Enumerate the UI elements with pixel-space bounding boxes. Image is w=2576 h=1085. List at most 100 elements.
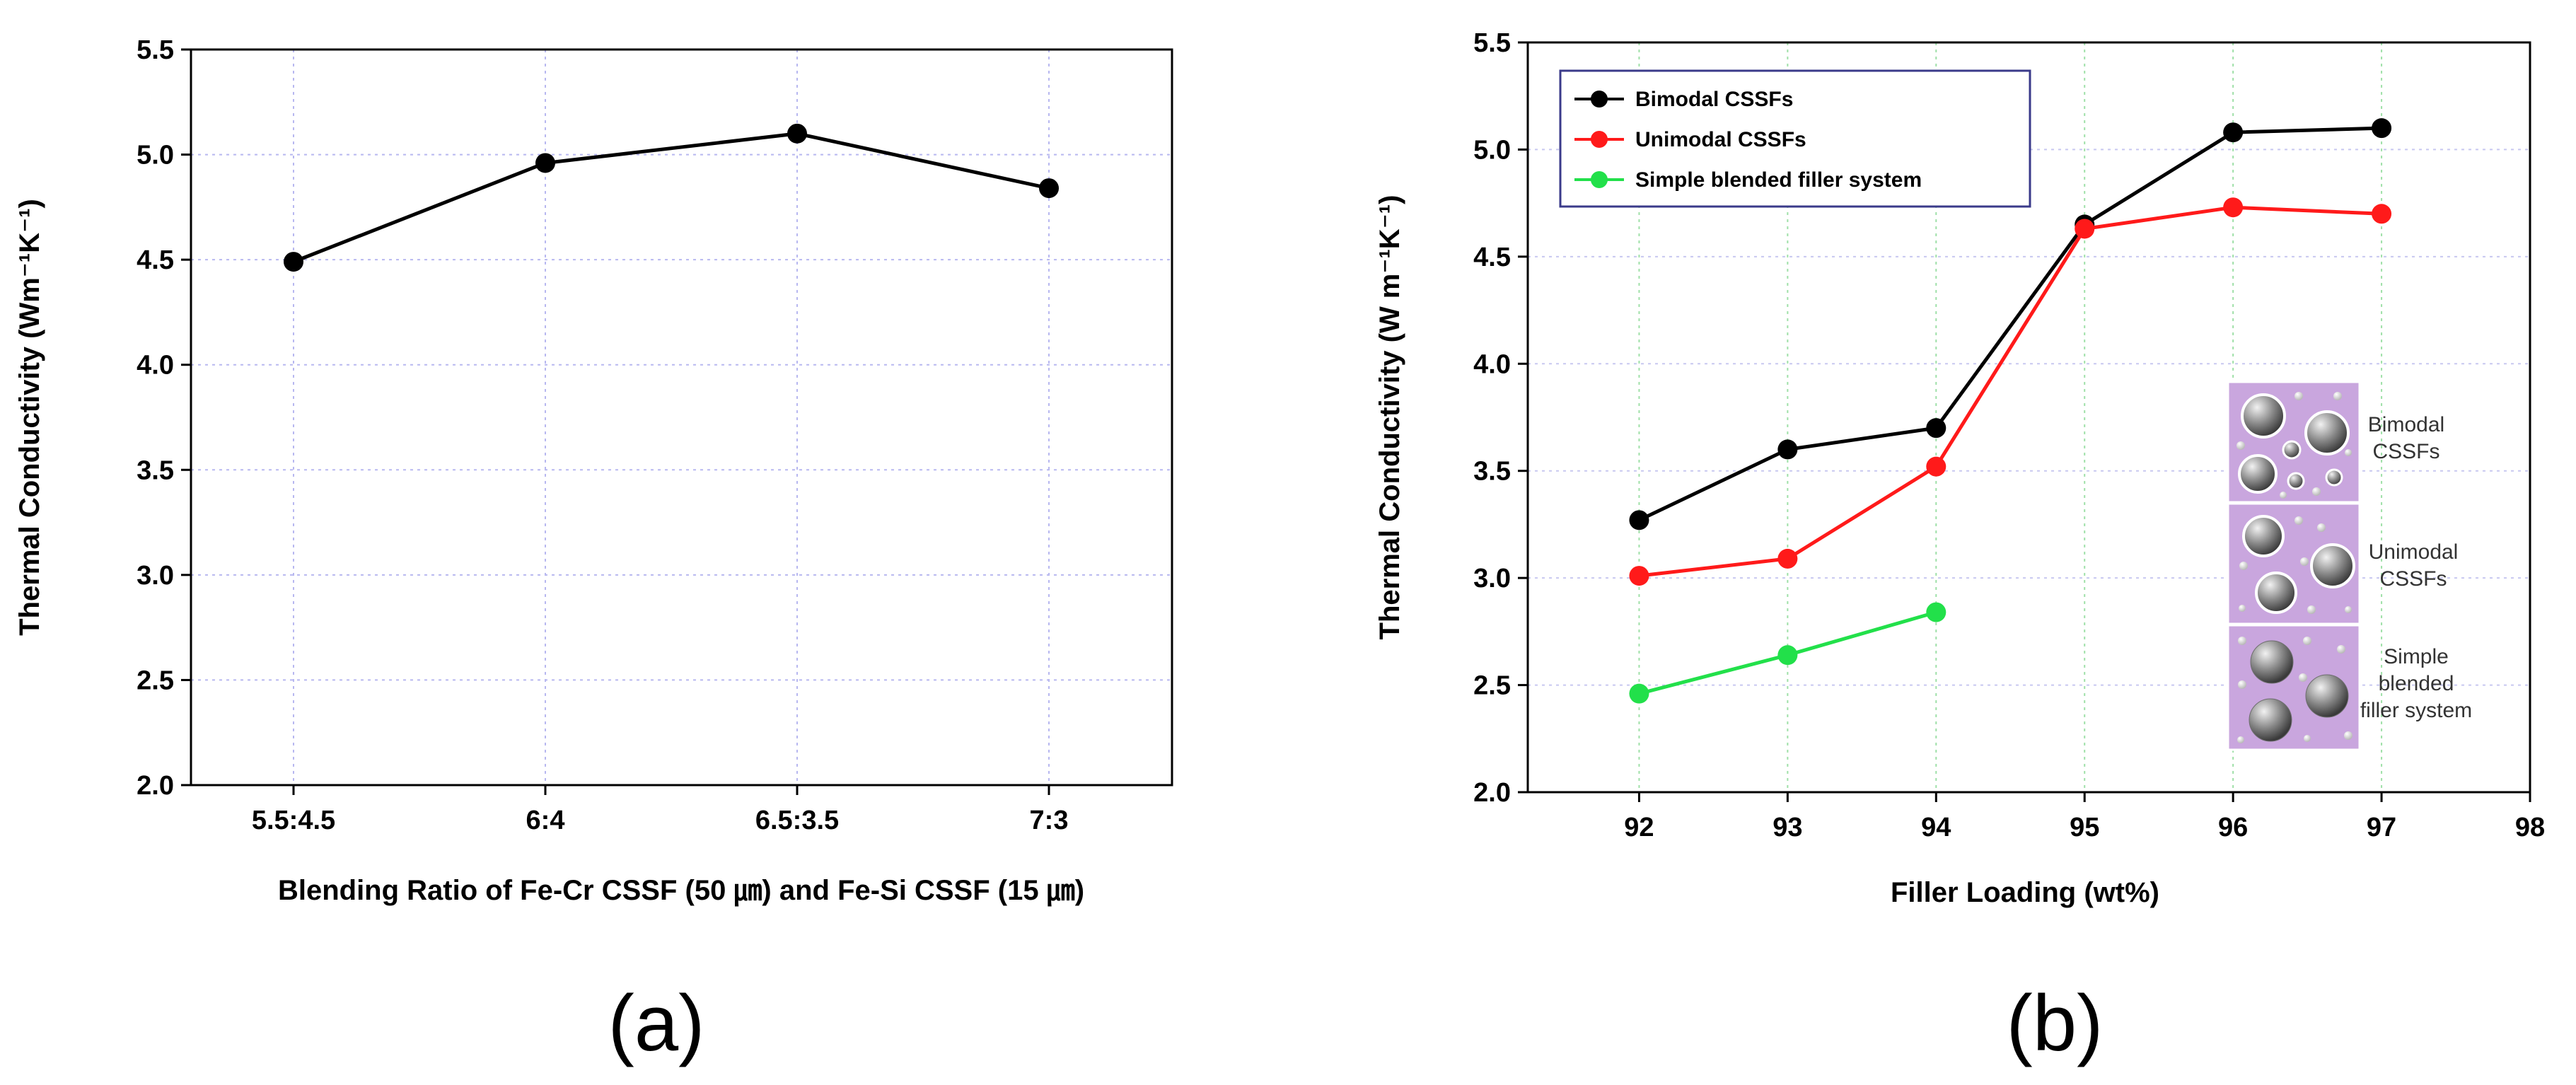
legend-label-unimodal: Unimodal CSSFs xyxy=(1635,128,1806,151)
b-y-tick-label: 5.5 xyxy=(1473,28,1511,58)
small-particle xyxy=(2280,492,2287,499)
small-particle xyxy=(2239,562,2248,570)
large-particle xyxy=(2238,454,2278,494)
series-group-a xyxy=(284,123,1059,272)
small-particle xyxy=(2294,392,2303,400)
small-particle xyxy=(2345,606,2352,613)
legend-marker-unimodal xyxy=(1591,131,1608,148)
b-y-tick-label: 2.0 xyxy=(1473,778,1511,808)
legend-marker-simple-blended xyxy=(1591,171,1608,188)
small-particle xyxy=(2236,441,2245,450)
small-particle xyxy=(2345,449,2352,456)
legend-item-bimodal: Bimodal CSSFs xyxy=(1574,88,1793,111)
large-particle xyxy=(2310,543,2355,588)
small-particle xyxy=(2333,392,2342,400)
filler-schematic-inset: Bimodal CSSFs Unimodal CSSFs xyxy=(2227,381,2472,751)
legend-label-bimodal: Bimodal CSSFs xyxy=(1635,88,1793,111)
inset-label-simple-line1: Simple xyxy=(2384,645,2449,668)
y-axis-label-b: Thermal Conductivity (W m⁻¹K⁻¹) xyxy=(1374,195,1405,640)
b-x-tick-label: 95 xyxy=(2070,813,2099,842)
grid-a xyxy=(191,50,1172,785)
b-data-point-unimodal-cssfs xyxy=(1926,456,1946,477)
b-data-point-unimodal-cssfs xyxy=(1777,548,1798,569)
a-y-tick-label: 5.0 xyxy=(137,141,174,170)
b-x-tick-label: 94 xyxy=(1921,813,1951,842)
a-y-tick-label: 2.5 xyxy=(137,666,174,695)
small-particle xyxy=(2312,487,2321,496)
b-y-tick-label: 3.0 xyxy=(1473,564,1511,593)
b-y-tick-label: 4.5 xyxy=(1473,243,1511,272)
large-particle xyxy=(2241,393,2286,439)
a-data-point-thermal-conductivity xyxy=(787,123,807,144)
inset-label-simple-line3: filler system xyxy=(2360,699,2472,722)
chart-panel-b: 2.0 2.5 3.0 3.5 4.0 4.5 5.0 5.5 92 93 94 95 96 97 98 T… xyxy=(1374,28,2545,1067)
legend-label-simple-blended: Simple blended filler system xyxy=(1635,168,1922,192)
inset-label-bimodal-line1: Bimodal xyxy=(2368,413,2444,436)
plot-frame-a xyxy=(190,48,1173,787)
panel-label-a: (a) xyxy=(608,979,705,1067)
b-data-point-unimodal-cssfs xyxy=(1629,566,1649,586)
series-group-b xyxy=(1629,118,2392,704)
inset-label-unimodal-line1: Unimodal xyxy=(2369,540,2459,564)
legend: Bimodal CSSFs Unimodal CSSFs Simple blen… xyxy=(1559,69,2031,208)
schematic-tile-unimodal: Unimodal CSSFs xyxy=(2227,502,2459,625)
b-data-point-unimodal-cssfs xyxy=(2372,204,2392,224)
ticks-a: 2.0 2.5 3.0 3.5 4.0 4.5 5.0 5.5 5.5:4.5 6:4 6.5:3.… xyxy=(137,35,1068,835)
b-y-tick-label: 4.0 xyxy=(1473,349,1511,379)
panel-label-b: (b) xyxy=(2007,979,2104,1067)
b-x-tick-label: 97 xyxy=(2367,813,2396,842)
small-particle xyxy=(2307,605,2316,614)
medium-particle xyxy=(2282,440,2302,460)
b-y-tick-label: 2.5 xyxy=(1473,671,1511,701)
x-axis-label-a: Blending Ratio of Fe-Cr CSSF (50 ㎛) and … xyxy=(278,875,1084,907)
b-series-line-bimodal-cssfs xyxy=(1638,126,2382,522)
b-data-point-simple-blended-filler-system xyxy=(1926,602,1946,622)
b-data-point-unimodal-cssfs xyxy=(2075,219,2095,239)
small-particle xyxy=(2238,637,2246,645)
small-particle xyxy=(2300,557,2309,566)
small-particle xyxy=(2337,645,2345,654)
small-particle xyxy=(2238,680,2246,689)
b-x-tick-label: 93 xyxy=(1773,813,1802,842)
a-data-point-thermal-conductivity xyxy=(535,153,555,173)
large-particle xyxy=(2242,515,2285,557)
inset-label-simple-line2: blended xyxy=(2379,672,2454,695)
b-x-tick-label: 96 xyxy=(2218,813,2248,842)
small-particle xyxy=(2344,731,2352,740)
large-particle xyxy=(2249,698,2292,742)
inset-label-bimodal-line2: CSSFs xyxy=(2372,440,2439,463)
a-x-tick-label: 6.5:3.5 xyxy=(755,806,839,835)
medium-particle xyxy=(2287,472,2305,490)
small-particle xyxy=(2237,736,2244,743)
b-y-tick-label: 3.5 xyxy=(1473,457,1511,487)
small-particle xyxy=(2304,735,2311,742)
large-particle xyxy=(2304,410,2350,456)
legend-item-unimodal: Unimodal CSSFs xyxy=(1574,128,1806,151)
small-particle xyxy=(2299,673,2307,682)
schematic-tile-bimodal: Bimodal CSSFs xyxy=(2227,381,2444,504)
inset-label-unimodal-line2: CSSFs xyxy=(2379,567,2447,591)
x-axis-label-b: Filler Loading (wt%) xyxy=(1891,877,2159,908)
medium-particle xyxy=(2325,468,2343,487)
a-x-tick-label: 6:4 xyxy=(526,806,565,835)
small-particle xyxy=(2294,516,2303,525)
small-particle xyxy=(2317,523,2326,532)
b-data-point-bimodal-cssfs xyxy=(1777,439,1798,460)
b-y-tick-label: 5.0 xyxy=(1473,135,1511,165)
a-x-tick-label: 7:3 xyxy=(1030,806,1069,835)
a-y-tick-label: 4.5 xyxy=(137,245,174,275)
b-series-line-unimodal-cssfs xyxy=(1639,205,2382,578)
ticks-b: 2.0 2.5 3.0 3.5 4.0 4.5 5.0 5.5 92 93 94 95 96 97 98 xyxy=(1473,28,2545,842)
a-y-tick-label: 3.5 xyxy=(137,456,174,485)
b-data-point-simple-blended-filler-system xyxy=(1777,645,1798,666)
b-data-point-simple-blended-filler-system xyxy=(1629,683,1649,704)
b-data-point-unimodal-cssfs xyxy=(2223,197,2244,218)
large-particle xyxy=(2250,640,2294,684)
b-x-tick-label: 92 xyxy=(1624,813,1654,842)
b-data-point-bimodal-cssfs xyxy=(2223,122,2244,143)
b-data-point-bimodal-cssfs xyxy=(1629,510,1649,530)
legend-marker-bimodal xyxy=(1591,91,1608,108)
legend-item-simple-blended: Simple blended filler system xyxy=(1574,168,1922,192)
a-y-tick-label: 4.0 xyxy=(137,351,174,381)
